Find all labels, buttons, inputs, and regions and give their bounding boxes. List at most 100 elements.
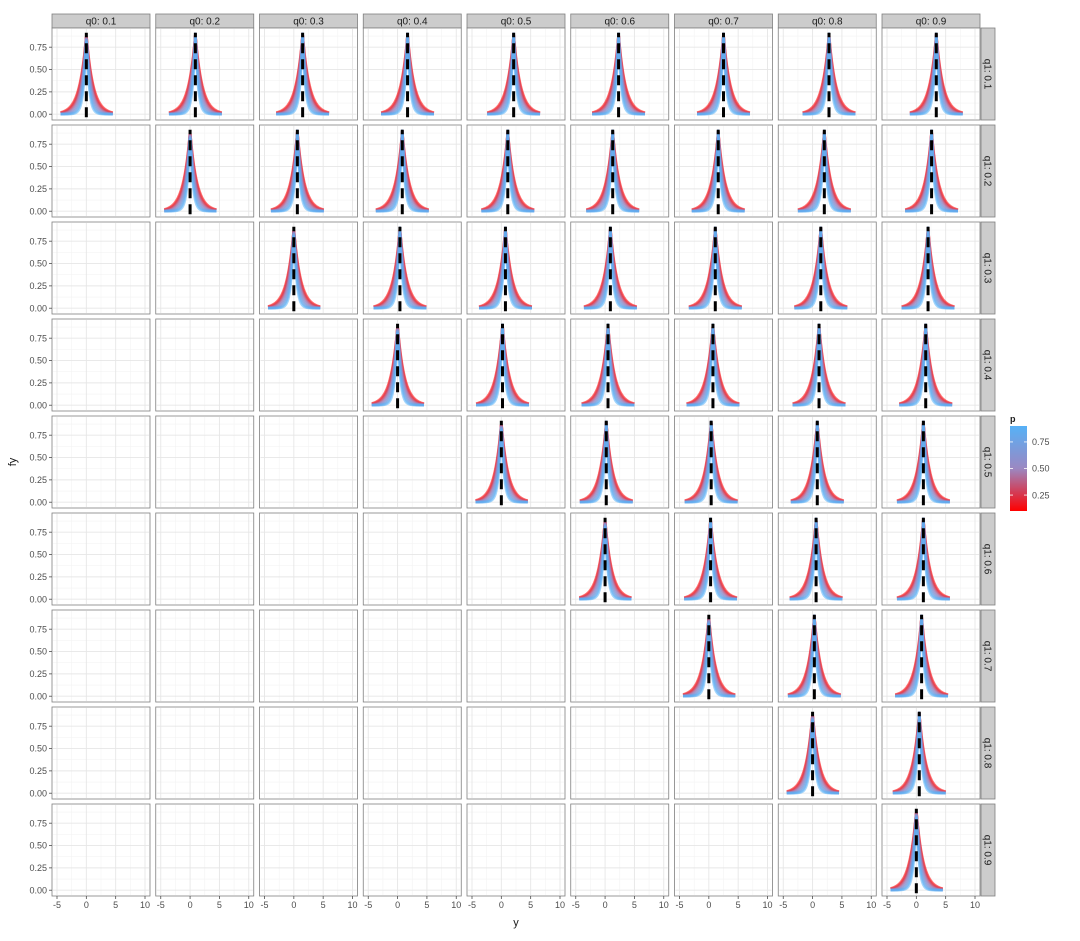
panel [362,706,462,800]
panel [674,318,773,412]
panel [259,803,358,897]
x-tick-label: -5 [157,900,165,910]
x-tick-label: -5 [675,900,683,910]
panel [777,415,877,509]
panel [362,803,462,897]
x-tick-label: 10 [244,900,254,910]
column-strip-label: q0: 0.8 [812,17,843,28]
y-tick-label: 0.50 [29,841,47,851]
column-strip-label: q0: 0.7 [708,17,739,28]
panel [362,415,462,509]
panel [259,124,358,218]
panel [259,415,358,509]
y-tick-label: 0.00 [29,594,47,604]
y-tick-label: 0.25 [29,766,47,776]
legend-colorbar [1010,426,1027,511]
x-tick-label: -5 [53,900,61,910]
panel [777,124,877,218]
panel [777,803,877,897]
panel [362,124,462,218]
y-tick-label: 0.50 [29,356,47,366]
x-tick-label: 0 [84,900,89,910]
density-curve [786,719,840,795]
panel [881,124,981,218]
panel [570,609,670,703]
x-tick-label: 10 [347,900,357,910]
y-tick-label: 0.50 [29,744,47,754]
row-strip [980,221,996,315]
y-tick-label: 0.25 [29,475,47,485]
panel [51,27,151,121]
panel [674,27,773,121]
panel [259,221,358,315]
panel [155,803,255,897]
panel [881,27,981,121]
density-curve [474,428,529,504]
panel [466,318,566,412]
panel [362,609,462,703]
x-tick-label: 5 [943,900,948,910]
y-tick-label: 0.00 [29,691,47,701]
x-tick-label: 5 [424,900,429,910]
panel [674,124,773,218]
y-tick-label: 0.00 [29,206,47,216]
panel [881,512,981,606]
row-strip-label: q1: 0.8 [982,738,993,769]
panel [881,609,981,703]
panel [674,221,773,315]
y-tick-label: 0.25 [29,87,47,97]
row-strip-label: q1: 0.6 [982,544,993,575]
panel [570,415,670,509]
panel [777,318,877,412]
x-tick-label: -5 [779,900,787,910]
panel [362,318,462,412]
column-strip-label: q0: 0.2 [189,17,220,28]
y-tick-label: 0.75 [29,527,47,537]
panel [51,318,151,412]
density-curves [474,423,529,504]
column-strip-label: q0: 0.4 [397,17,428,28]
panel [466,221,566,315]
density-curves [682,617,736,698]
panel [362,27,462,121]
density-curve [59,40,114,116]
y-tick-label: 0.00 [29,303,47,313]
panel [674,415,773,509]
y-tick-label: 0.50 [29,550,47,560]
density-curves [786,714,840,795]
y-tick-label: 0.25 [29,863,47,873]
row-strip-label: q1: 0.7 [982,641,993,672]
y-tick-label: 0.50 [29,453,47,463]
panel [881,318,981,412]
y-tick-label: 0.00 [29,400,47,410]
x-tick-label: -5 [572,900,580,910]
row-strip-label: q1: 0.1 [982,59,993,90]
x-tick-label: 5 [528,900,533,910]
x-tick-label: -5 [883,900,891,910]
panel [51,609,151,703]
panel [466,609,566,703]
y-tick-label: 0.50 [29,259,47,269]
panel [51,706,151,800]
x-tick-label: -5 [468,900,476,910]
x-tick-label: 10 [555,900,565,910]
row-strip-label: q1: 0.3 [982,253,993,284]
panel [777,221,877,315]
x-tick-label: 0 [291,900,296,910]
row-strip [980,609,996,703]
row-strip [980,318,996,412]
row-strip [980,706,996,800]
y-tick-label: 0.25 [29,184,47,194]
legend-break-label: 0.50 [1032,464,1050,474]
density-curves [371,326,425,407]
panel [570,124,670,218]
panel [51,221,151,315]
row-strip [980,803,996,897]
panel [570,221,670,315]
panel [570,803,670,897]
panel [155,318,255,412]
y-tick-label: 0.25 [29,281,47,291]
density-curve [371,331,425,407]
panel [466,803,566,897]
